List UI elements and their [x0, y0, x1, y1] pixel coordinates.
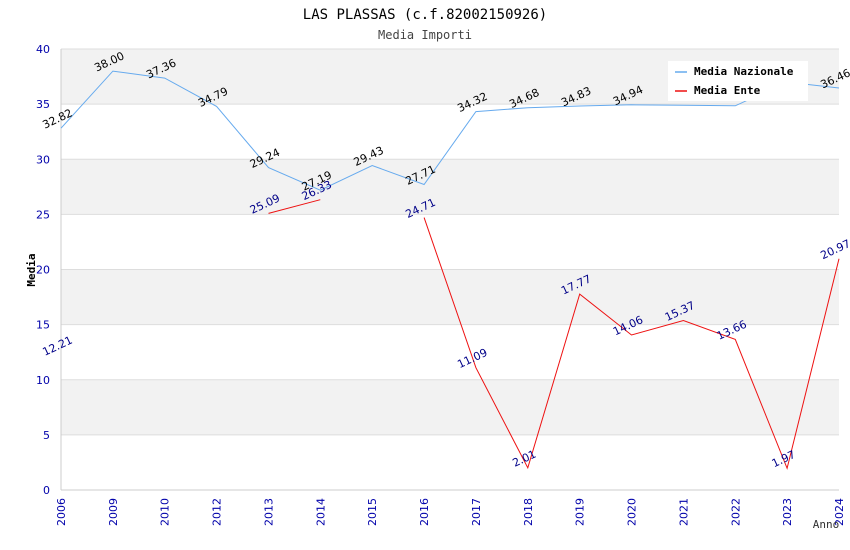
- x-axis-label: Anno: [813, 518, 840, 531]
- x-tick-label: 2020: [626, 498, 639, 526]
- legend-box: [668, 61, 808, 101]
- series-line-0: [60, 70, 840, 191]
- legend-label-ente: Media Ente: [694, 84, 761, 97]
- x-tick-label: 2010: [159, 498, 172, 526]
- grid-band: [61, 379, 839, 435]
- y-tick-label: 20: [36, 264, 50, 277]
- series-lines: [60, 70, 840, 470]
- x-tick-label: 2009: [107, 498, 120, 526]
- data-label: 1.97: [770, 448, 798, 470]
- chart-subtitle: Media Importi: [378, 28, 472, 42]
- x-tick-label: 2006: [55, 498, 68, 526]
- data-label: 11.09: [455, 346, 489, 371]
- data-label: 20.97: [818, 237, 850, 262]
- grid-bands: [61, 49, 839, 435]
- grid-band: [61, 269, 839, 325]
- data-label: 12.21: [40, 334, 74, 359]
- x-tick-label: 2015: [366, 498, 379, 526]
- series-line-1: [268, 199, 321, 214]
- y-axis-ticks: 0 5 10 15 20 25 30 35 40: [36, 43, 50, 497]
- legend-label-nazionale: Media Nazionale: [694, 65, 794, 78]
- y-tick-label: 40: [36, 43, 50, 56]
- y-tick-label: 5: [43, 429, 50, 442]
- y-tick-label: 25: [36, 208, 50, 221]
- series-line-1: [423, 217, 840, 470]
- x-tick-label: 2014: [314, 498, 327, 526]
- y-tick-label: 10: [36, 374, 50, 387]
- chart-title: LAS PLASSAS (c.f.82002150926): [303, 7, 547, 23]
- legend: Media Nazionale Media Ente: [668, 61, 808, 101]
- x-tick-label: 2024: [833, 498, 846, 526]
- x-tick-label: 2019: [574, 498, 587, 526]
- x-tick-label: 2022: [729, 498, 742, 526]
- y-tick-label: 0: [43, 484, 50, 497]
- grid-band: [61, 159, 839, 215]
- x-axis-ticks: 2006 2009 2010 2012 2013 2014 2015 2016 2017 2018…: [55, 498, 846, 526]
- axes: [60, 49, 839, 491]
- x-tick-label: 2012: [211, 498, 224, 526]
- x-tick-label: 2013: [262, 498, 275, 526]
- y-tick-label: 30: [36, 153, 50, 166]
- x-tick-label: 2017: [470, 498, 483, 526]
- x-tick-label: 2016: [418, 498, 431, 526]
- x-tick-label: 2021: [677, 498, 690, 526]
- x-tick-label: 2018: [522, 498, 535, 526]
- data-label: 2.01: [510, 448, 538, 470]
- y-tick-label: 35: [36, 98, 50, 111]
- y-axis-label: Media: [25, 253, 38, 286]
- y-tick-label: 15: [36, 319, 50, 332]
- x-tick-label: 2023: [781, 498, 794, 526]
